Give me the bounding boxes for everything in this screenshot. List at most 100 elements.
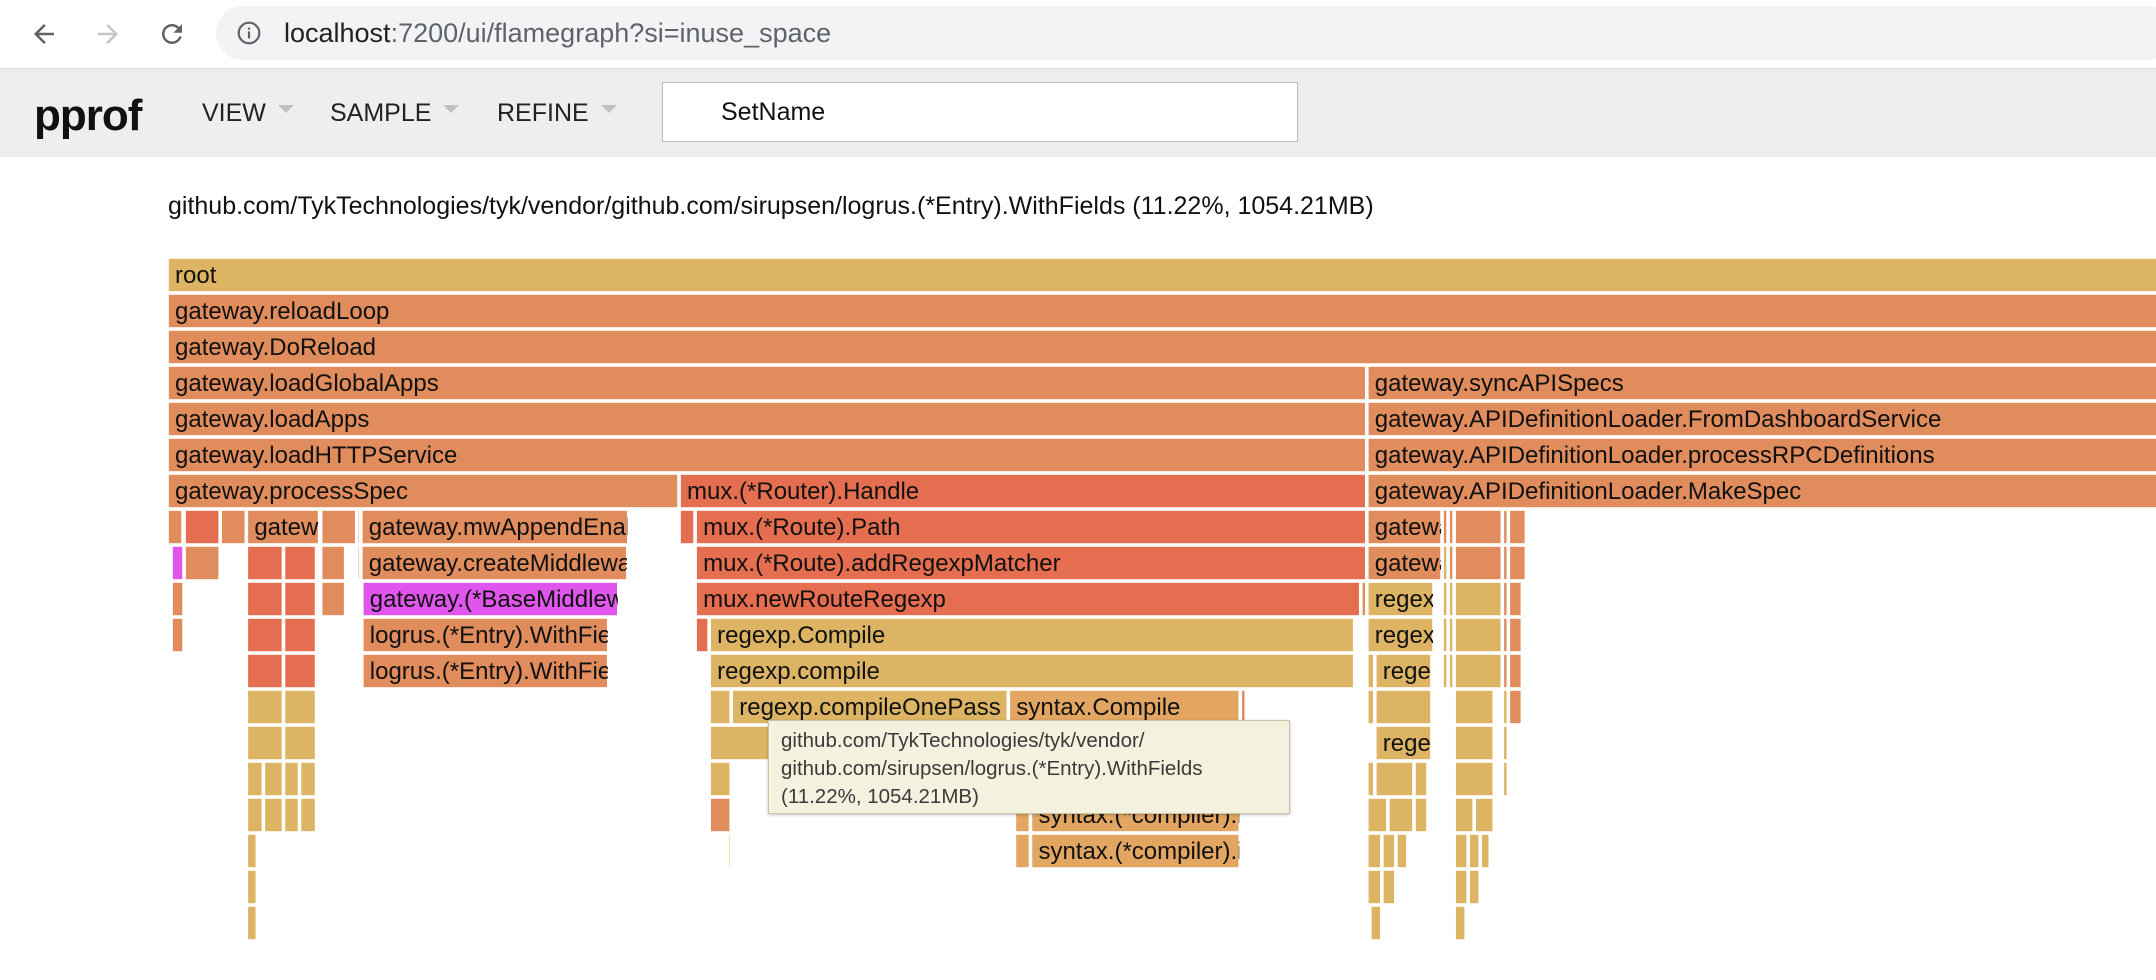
flame-frame[interactable] <box>184 509 221 545</box>
flame-frame-box[interactable] <box>263 797 284 833</box>
flame-frame[interactable] <box>1480 833 1491 869</box>
flame-frame-box[interactable] <box>246 617 284 653</box>
flame-frame-box[interactable] <box>283 725 317 761</box>
flame-frame-box[interactable] <box>283 689 317 725</box>
flame-frame-box[interactable] <box>1366 617 1434 653</box>
flame-frame-box[interactable] <box>695 545 1367 581</box>
flame-frame[interactable] <box>1474 797 1495 833</box>
flame-frame-box[interactable] <box>1508 653 1523 689</box>
flame-frame-box[interactable] <box>1454 905 1466 941</box>
flame-frame-box[interactable] <box>360 545 628 581</box>
flame-frame[interactable] <box>246 761 264 797</box>
flame-frame-box[interactable] <box>695 509 1367 545</box>
flame-frame[interactable] <box>246 725 284 761</box>
flame-frame[interactable] <box>1502 617 1509 653</box>
flame-frame-box[interactable] <box>1502 689 1509 725</box>
flame-frame-box[interactable] <box>167 437 1367 473</box>
flame-frame[interactable] <box>1454 617 1503 653</box>
flame-frame[interactable] <box>1369 905 1382 941</box>
flame-frame-box[interactable] <box>1508 617 1523 653</box>
flame-frame[interactable] <box>1508 545 1527 581</box>
flame-frame[interactable] <box>184 545 221 581</box>
flame-frame[interactable]: logrus.(*Entry).WithFields <box>361 653 642 689</box>
flame-frame-box[interactable] <box>320 581 346 617</box>
info-circle-icon[interactable] <box>236 20 262 46</box>
flame-frame[interactable]: gateway.loadApps <box>167 401 1367 437</box>
flame-frame[interactable] <box>1014 833 1031 869</box>
flame-frame-box[interactable] <box>1414 761 1428 797</box>
flame-frame[interactable] <box>1388 797 1414 833</box>
flame-frame[interactable] <box>1414 761 1428 797</box>
flame-frame[interactable] <box>1375 689 1432 725</box>
flame-frame-box[interactable] <box>283 581 317 617</box>
flame-frame[interactable] <box>283 545 317 581</box>
flame-frame-box[interactable] <box>1502 617 1509 653</box>
flame-frame[interactable]: regexp.compile <box>709 653 1355 689</box>
flame-frame[interactable] <box>171 545 184 581</box>
flame-frame[interactable] <box>246 869 258 905</box>
flame-frame-box[interactable] <box>299 761 317 797</box>
flame-frame-box[interactable] <box>1008 689 1241 725</box>
flame-frame[interactable] <box>283 725 317 761</box>
flame-frame[interactable] <box>1454 905 1466 941</box>
flame-frame-box[interactable] <box>1448 545 1454 581</box>
flame-frame-box[interactable] <box>1454 869 1468 905</box>
flame-frame[interactable] <box>1508 689 1523 725</box>
flame-frame-box[interactable] <box>1454 581 1503 617</box>
flame-frame[interactable] <box>695 617 709 653</box>
flame-frame-box[interactable] <box>283 761 300 797</box>
flame-frame[interactable] <box>1508 653 1523 689</box>
flame-frame-box[interactable] <box>1468 869 1481 905</box>
flame-frame-box[interactable] <box>695 617 709 653</box>
flame-frame[interactable] <box>1375 761 1414 797</box>
flame-frame-box[interactable] <box>246 833 258 869</box>
flame-frame[interactable]: syntax.(*compiler).inst <box>1030 833 1274 869</box>
flame-frame[interactable] <box>1442 581 1448 617</box>
address-bar[interactable]: localhost:7200/ui/flamegraph?si=inuse_sp… <box>216 6 2156 60</box>
flame-frame[interactable] <box>320 545 346 581</box>
flame-frame[interactable]: mux.(*Route).addRegexpMatcher <box>695 545 1367 581</box>
flame-frame-box[interactable] <box>1454 725 1495 761</box>
flame-frame-box[interactable] <box>167 401 1367 437</box>
flame-frame-box[interactable] <box>1442 545 1448 581</box>
flame-frame[interactable] <box>220 509 247 545</box>
flame-frame-box[interactable] <box>167 329 2156 365</box>
flame-frame-box[interactable] <box>167 293 2156 329</box>
flame-frame-box[interactable] <box>1454 617 1503 653</box>
flame-frame-box[interactable] <box>246 905 258 941</box>
flame-frame-box[interactable] <box>246 689 284 725</box>
flame-frame-box[interactable] <box>283 545 317 581</box>
flame-frame[interactable] <box>320 581 346 617</box>
flame-frame-box[interactable] <box>167 473 679 509</box>
flame-frame-box[interactable] <box>1030 833 1241 869</box>
flame-frame[interactable] <box>1442 545 1448 581</box>
flame-frame-box[interactable] <box>1508 581 1523 617</box>
flame-frame-box[interactable] <box>1366 509 1442 545</box>
flame-frame[interactable] <box>1382 833 1396 869</box>
flame-frame[interactable]: gateway.APIDefinitionLoader.processRPCDe… <box>1366 437 2156 473</box>
flame-frame-box[interactable] <box>1396 833 1408 869</box>
flame-frame[interactable] <box>1442 509 1448 545</box>
flame-frame[interactable] <box>1502 725 1509 761</box>
flame-frame[interactable]: gateway.(*Base... <box>246 509 440 545</box>
flame-frame-box[interactable] <box>1454 509 1503 545</box>
flame-frame-box[interactable] <box>1454 689 1495 725</box>
flame-frame[interactable]: mux.newRouteRegexp <box>695 581 1361 617</box>
flame-frame[interactable]: syntax.Compile <box>1008 689 1241 725</box>
flame-frame[interactable]: regexp.MustCompile <box>1366 581 1595 617</box>
flame-frame[interactable] <box>299 761 317 797</box>
flame-frame-box[interactable] <box>1454 653 1503 689</box>
flame-frame[interactable] <box>320 509 357 545</box>
flame-frame[interactable] <box>356 545 361 581</box>
flame-frame-box[interactable] <box>1375 761 1414 797</box>
flame-frame[interactable] <box>283 761 300 797</box>
flame-frame[interactable] <box>1454 653 1503 689</box>
flame-frame[interactable] <box>1442 653 1448 689</box>
flame-frame-box[interactable] <box>1448 617 1454 653</box>
flame-frame-box[interactable] <box>361 653 609 689</box>
flame-frame-box[interactable] <box>709 761 732 797</box>
flame-frame[interactable] <box>1414 797 1428 833</box>
flame-frame[interactable] <box>1366 797 1388 833</box>
flame-frame-box[interactable] <box>283 797 300 833</box>
flame-frame[interactable]: mux.(*Router).Handle <box>679 473 1367 509</box>
